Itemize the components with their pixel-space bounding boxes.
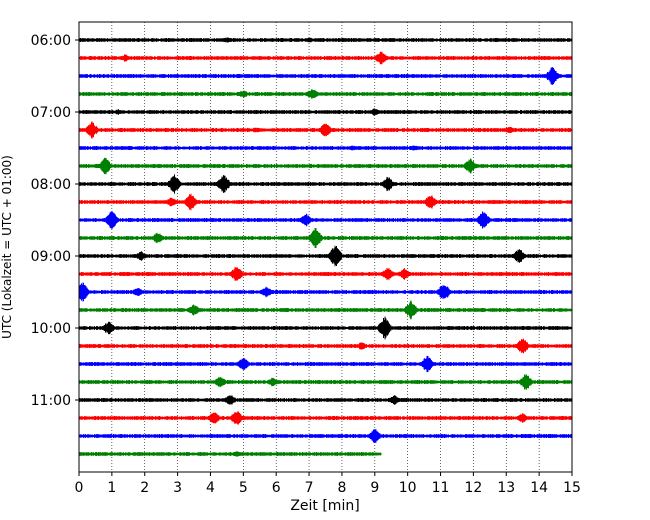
seismic-trace [78, 89, 573, 99]
x-tick-label: 4 [206, 480, 215, 496]
x-tick-label: 15 [563, 480, 581, 496]
seismic-trace [78, 37, 573, 43]
seismic-trace [78, 411, 573, 425]
plot-frame [78, 21, 573, 473]
x-tick-label: 7 [305, 480, 314, 496]
seismic-trace [78, 51, 573, 65]
seismic-traces [78, 37, 573, 457]
seismic-trace [78, 395, 573, 405]
y-tick-label: 08:00 [31, 177, 71, 193]
x-axis-label: Zeit [min] [290, 498, 359, 514]
vertical-grid [111, 22, 540, 472]
y-tick-label: 10:00 [31, 321, 71, 337]
x-tick-label: 9 [370, 480, 379, 496]
x-tick-label: 11 [432, 480, 450, 496]
x-tick-label: 13 [497, 480, 515, 496]
y-tick-label: 09:00 [31, 249, 71, 265]
x-axis-ticks: 0 1 2 3 4 5 6 7 8 9 10 11 12 13 14 15 [75, 472, 581, 496]
seismic-trace [78, 108, 573, 116]
seismic-trace [78, 282, 573, 302]
seismic-trace [78, 451, 382, 457]
x-tick-label: 3 [173, 480, 182, 496]
seismic-trace [78, 121, 573, 139]
seismic-trace [78, 300, 573, 320]
x-tick-label: 5 [239, 480, 248, 496]
y-axis-label: UTC (Lokalzeit = UTC + 01:00) [0, 155, 14, 339]
seismic-trace [78, 210, 573, 230]
y-axis-ticks: 06:00 07:00 08:00 09:00 10:00 11:00 [31, 33, 79, 409]
x-tick-label: 10 [399, 480, 417, 496]
seismic-trace [78, 174, 573, 194]
seismic-trace [78, 374, 573, 390]
seismic-trace [78, 67, 573, 85]
x-tick-label: 1 [107, 480, 116, 496]
x-tick-label: 8 [337, 480, 346, 496]
x-tick-label: 2 [140, 480, 149, 496]
y-tick-label: 07:00 [31, 105, 71, 121]
x-tick-label: 14 [530, 480, 548, 496]
y-tick-label: 11:00 [31, 393, 71, 409]
seismic-trace [78, 429, 573, 443]
x-tick-label: 12 [464, 480, 482, 496]
seismic-trace [78, 267, 573, 281]
seismic-trace [78, 228, 573, 248]
x-tick-label: 6 [272, 480, 281, 496]
y-tick-label: 06:00 [31, 33, 71, 49]
seismic-trace [78, 145, 573, 151]
seismic-trace [78, 316, 573, 340]
seismic-trace [78, 193, 573, 211]
seismic-trace [78, 157, 573, 175]
seismic-trace [78, 355, 573, 373]
seismic-trace [78, 245, 573, 267]
x-tick-label: 0 [75, 480, 84, 496]
seismic-trace [78, 338, 573, 354]
